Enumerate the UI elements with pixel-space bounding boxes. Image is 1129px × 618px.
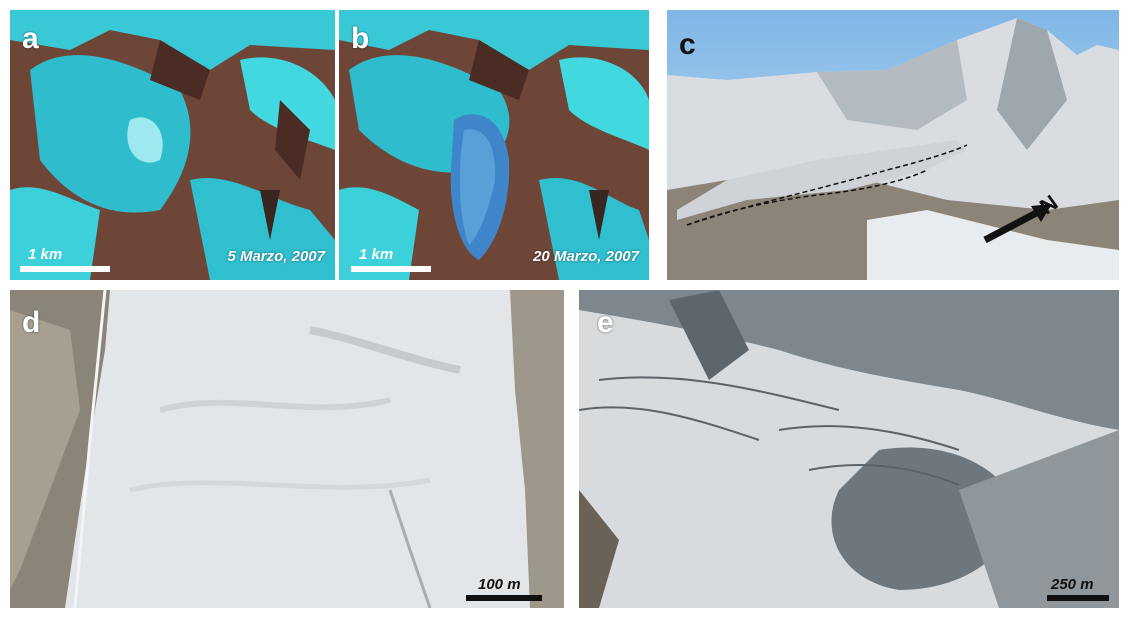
panel-b-scale-line: [351, 266, 431, 272]
panel-a-image: [10, 10, 335, 280]
panel-b-letter: b: [351, 22, 370, 55]
panel-b-date: 20 Marzo, 2007: [533, 248, 639, 265]
panel-a-scale-label: 1 km: [28, 246, 63, 263]
panel-d-letter: d: [22, 306, 41, 339]
panel-e-scale-bar: 250 m: [1047, 576, 1117, 604]
panel-d-scale-bar: 100 m: [466, 576, 546, 604]
panel-c-image: [667, 10, 1119, 280]
panel-d-scale-line: [466, 595, 542, 601]
panel-c-letter: c: [679, 28, 696, 61]
panel-d-aerial-image: d 100 m: [10, 290, 564, 608]
panel-e-image: [579, 290, 1119, 608]
panel-d-scale-label: 100 m: [478, 576, 521, 593]
panel-a-scale-line: [20, 266, 110, 272]
panel-e-scale-label: 250 m: [1051, 576, 1094, 593]
panel-b-image: [339, 10, 649, 280]
panel-e-aerial-image: e 250 m: [579, 290, 1119, 608]
panel-a-scale-bar: 1 km: [20, 246, 115, 276]
panel-b-satellite-image: b 1 km 20 Marzo, 2007: [339, 10, 649, 280]
panel-e-letter: e: [597, 306, 614, 339]
panel-e-scale-line: [1047, 595, 1109, 601]
panel-b-scale-label: 1 km: [359, 246, 394, 263]
north-arrow-head: [1031, 204, 1052, 222]
north-arrow-shaft: [983, 206, 1044, 244]
panel-a-letter: a: [22, 22, 39, 55]
panel-c-3d-terrain-view: c N: [667, 10, 1119, 280]
panel-d-image: [10, 290, 564, 608]
panel-a-date: 5 Marzo, 2007: [227, 248, 325, 265]
panel-b-scale-bar: 1 km: [351, 246, 446, 276]
panel-a-satellite-image: a 1 km 5 Marzo, 2007: [10, 10, 335, 280]
